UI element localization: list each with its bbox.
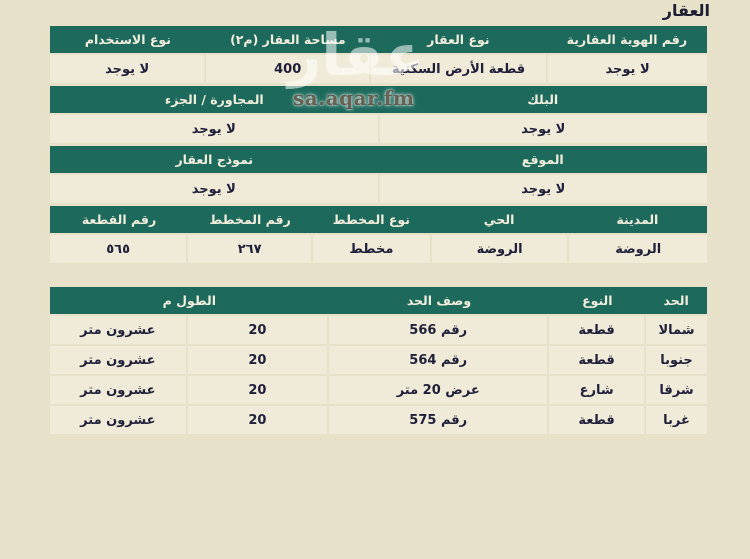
column-header-district: الحي <box>483 212 515 227</box>
info2-value-row: لا يوجد لا يوجد <box>50 115 707 143</box>
boundary-description: عرض 20 متر <box>329 376 548 404</box>
boundary-description: رقم 575 <box>329 406 548 434</box>
column-header-usage-type: نوع الاستخدام <box>84 32 171 47</box>
info2-header-row: البلك المجاورة / الجزء <box>50 86 707 113</box>
column-header-plot-number: رقم القطعة <box>81 212 157 227</box>
plan-header-row: المدينة الحي نوع المخطط رقم المخطط رقم ا… <box>50 206 707 233</box>
boundary-length-words: عشرون متر <box>50 406 186 434</box>
value-property-area: 400 <box>206 55 370 83</box>
value-location: لا يوجد <box>379 175 707 203</box>
info3-header-row: الموقع نموذج العقار <box>50 146 707 173</box>
value-plan-number: ٢٦٧ <box>188 235 311 263</box>
column-header-block: البلك <box>527 92 559 107</box>
column-header-boundary-description: وصف الحد <box>406 293 472 308</box>
boundary-direction: غربا <box>646 406 707 434</box>
column-header-length-m: الطول م <box>162 293 216 308</box>
boundary-row-west: غربا قطعة رقم 575 20 عشرون متر <box>50 406 707 434</box>
value-district: الروضة <box>431 235 568 263</box>
value-property-model: لا يوجد <box>50 175 378 203</box>
column-header-adjacent-part: المجاورة / الجزء <box>164 92 264 107</box>
boundary-length-number: 20 <box>187 346 328 374</box>
value-usage-type: لا يوجد <box>50 55 205 83</box>
info3-value-row: لا يوجد لا يوجد <box>50 175 707 203</box>
boundary-description: رقم 566 <box>329 316 548 344</box>
column-header-property-model: نموذج العقار <box>175 152 254 167</box>
boundary-type: قطعة <box>549 406 644 434</box>
boundary-length-number: 20 <box>187 316 328 344</box>
boundaries-header-row: الحد النوع وصف الحد الطول م <box>50 287 707 314</box>
column-header-property-type: نوع العقار <box>427 32 490 47</box>
column-header-property-id: رقم الهوية العقارية <box>566 32 688 47</box>
value-block: لا يوجد <box>379 115 707 143</box>
column-header-boundary: الحد <box>663 293 689 308</box>
boundary-length-number: 20 <box>187 376 328 404</box>
boundary-type: قطعة <box>549 316 644 344</box>
column-header-property-area: مساحة العقار (م٢) <box>230 32 346 47</box>
boundary-row-north: شمالا قطعة رقم 566 20 عشرون متر <box>50 316 707 344</box>
column-header-plan-type: نوع المخطط <box>332 212 410 227</box>
boundary-type: شارع <box>549 376 644 404</box>
boundary-row-east: شرقا شارع عرض 20 متر 20 عشرون متر <box>50 376 707 404</box>
page-title: العقار <box>662 1 710 20</box>
plan-value-row: الروضة الروضة مخطط ٢٦٧ ٥٦٥ <box>50 235 707 263</box>
value-city: الروضة <box>569 235 707 263</box>
value-adjacent-part: لا يوجد <box>50 115 378 143</box>
column-header-plan-number: رقم المخطط <box>209 212 291 227</box>
value-plan-type: مخطط <box>312 235 430 263</box>
boundary-row-south: جنوبا قطعة رقم 564 20 عشرون متر <box>50 346 707 374</box>
info1-value-row: لا يوجد قطعة الأرض السكنية 400 لا يوجد <box>50 55 707 83</box>
boundaries-table: الحد النوع وصف الحد الطول م شمالا قطعة ر… <box>50 287 707 434</box>
info1-header-row: رقم الهوية العقارية نوع العقار مساحة الع… <box>50 26 707 53</box>
boundary-length-words: عشرون متر <box>50 346 186 374</box>
value-property-id: لا يوجد <box>548 55 707 83</box>
column-header-location: الموقع <box>521 152 564 167</box>
boundary-type: قطعة <box>549 346 644 374</box>
boundary-length-words: عشرون متر <box>50 316 186 344</box>
boundary-length-words: عشرون متر <box>50 376 186 404</box>
column-header-type: النوع <box>582 293 613 308</box>
value-plot-number: ٥٦٥ <box>50 235 187 263</box>
boundary-length-number: 20 <box>187 406 328 434</box>
boundary-direction: شرقا <box>646 376 707 404</box>
value-property-type: قطعة الأرض السكنية <box>371 55 547 83</box>
column-header-city: المدينة <box>616 212 659 227</box>
boundary-direction: شمالا <box>646 316 707 344</box>
boundary-description: رقم 564 <box>329 346 548 374</box>
tables-container: رقم الهوية العقارية نوع العقار مساحة الع… <box>50 26 707 436</box>
boundary-direction: جنوبا <box>646 346 707 374</box>
